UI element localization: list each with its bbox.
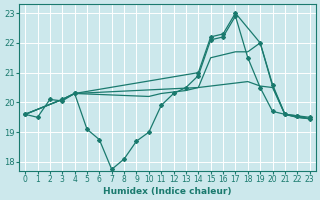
X-axis label: Humidex (Indice chaleur): Humidex (Indice chaleur) <box>103 187 232 196</box>
